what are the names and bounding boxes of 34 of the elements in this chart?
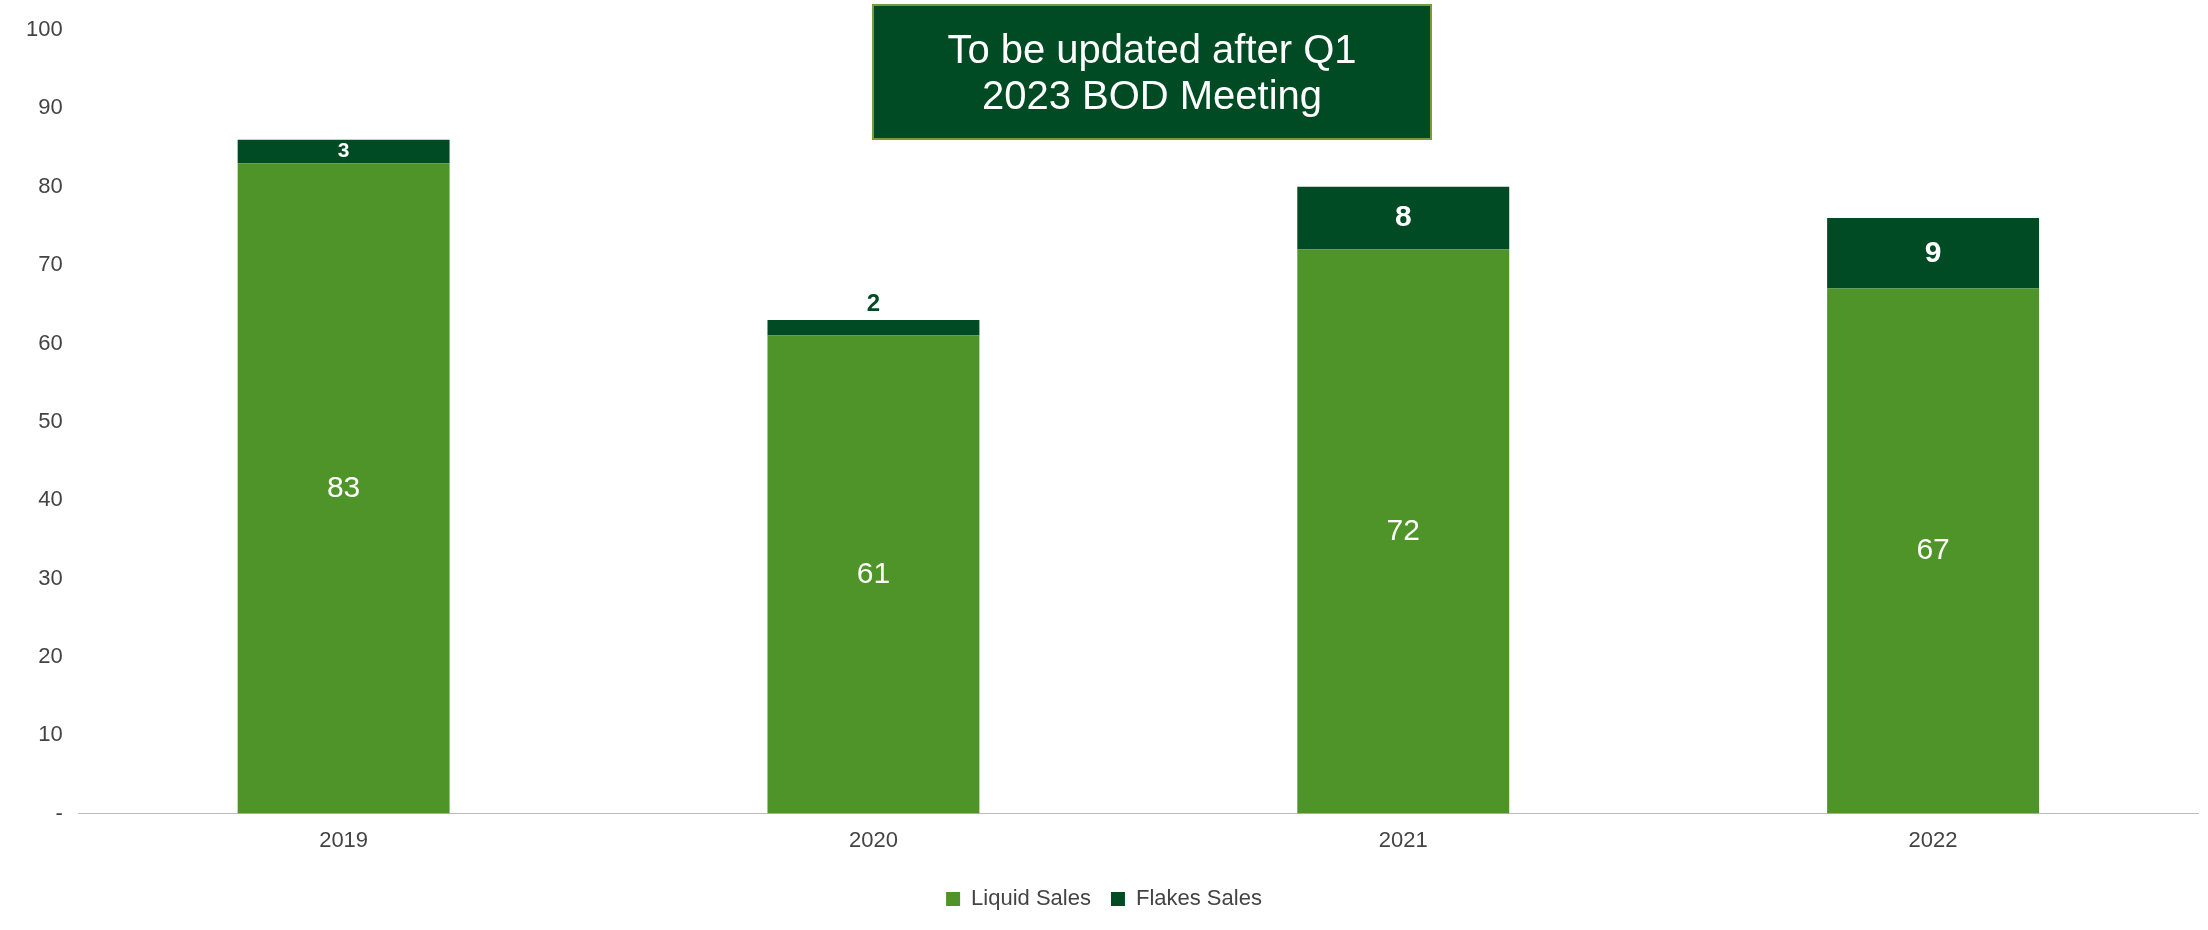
data-label: 67 [1916, 532, 1950, 566]
bar [1827, 218, 2040, 289]
y-tick-label: 30 [38, 564, 63, 590]
legend-label: Flakes Sales [1135, 885, 1262, 911]
bar [1827, 288, 2040, 814]
data-label: 61 [856, 555, 891, 589]
bar [1297, 186, 1510, 250]
legend-label: Liquid Sales [971, 885, 1091, 911]
bar [1297, 249, 1510, 814]
data-label: 72 [1386, 512, 1420, 546]
y-tick-label: 90 [38, 94, 63, 120]
x-tick-label: 2021 [1378, 826, 1428, 852]
bar [237, 139, 450, 164]
y-tick-label: 50 [38, 407, 63, 433]
data-label: 2 [866, 288, 881, 316]
y-tick-label: - [55, 799, 63, 825]
y-tick-label: 10 [38, 721, 63, 747]
bar [237, 163, 450, 814]
y-tick-label: 80 [38, 172, 63, 198]
y-tick-label: 20 [38, 642, 63, 668]
data-label: 8 [1394, 199, 1412, 233]
y-tick-label: 40 [38, 486, 63, 512]
bar [767, 335, 980, 814]
x-tick-label: 2019 [319, 826, 369, 852]
note-box: To be updated after Q1 2023 BOD Meeting [872, 4, 1432, 140]
x-tick-label: 2022 [1908, 826, 1958, 852]
bar [767, 319, 980, 336]
y-tick-label: 70 [38, 251, 63, 277]
data-label: 3 [337, 138, 350, 162]
y-tick-label: 100 [25, 16, 63, 42]
y-tick-label: 60 [38, 329, 63, 355]
data-label: 83 [326, 469, 361, 503]
data-label: 9 [1924, 234, 1942, 268]
x-tick-label: 2020 [848, 826, 898, 852]
